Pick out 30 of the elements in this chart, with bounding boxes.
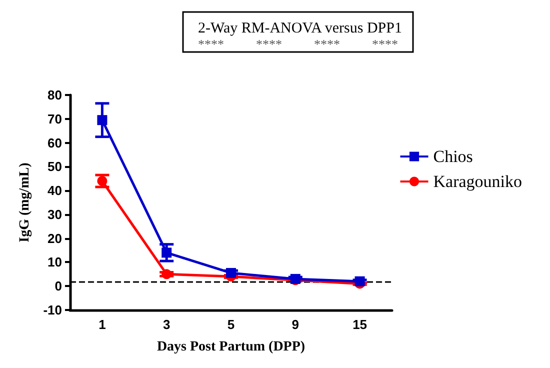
x-tick-label: 5 [227,317,235,332]
y-tick-label: 50 [48,159,62,174]
y-tick-label: 80 [48,88,62,102]
y-tick-label: 40 [48,183,62,198]
point [354,276,365,286]
text: **** [314,36,340,52]
x-axis-title: Days Post Partum (DPP) [156,340,306,354]
legend-label: Karagouniko [433,172,522,191]
y-tick-label: 30 [48,206,62,222]
point [162,269,172,280]
x-tick-label: 3 [162,317,170,332]
point [97,176,108,186]
y-tick-label: 10 [48,254,62,270]
y-tick-label: 20 [48,230,62,246]
text: **** [198,36,224,52]
x-tick-label: 9 [292,317,300,332]
point [97,115,108,126]
x-tick-label: 1 [98,317,106,332]
y-tick-label: 60 [48,135,62,150]
point [162,248,172,258]
y-tick-label: -10 [43,302,62,318]
text: **** [256,36,282,52]
x-tick-label: 15 [352,317,368,332]
y-tick-label: 0 [54,278,62,294]
text: **** [372,36,398,52]
chart-title: 2-Way RM-ANOVA versus DPP1 [198,20,402,36]
legend-label: Chios [433,147,473,166]
y-tick-label: 70 [48,111,62,126]
point [226,268,236,278]
y-axis-title: IgG (mg/mL) [18,162,32,242]
